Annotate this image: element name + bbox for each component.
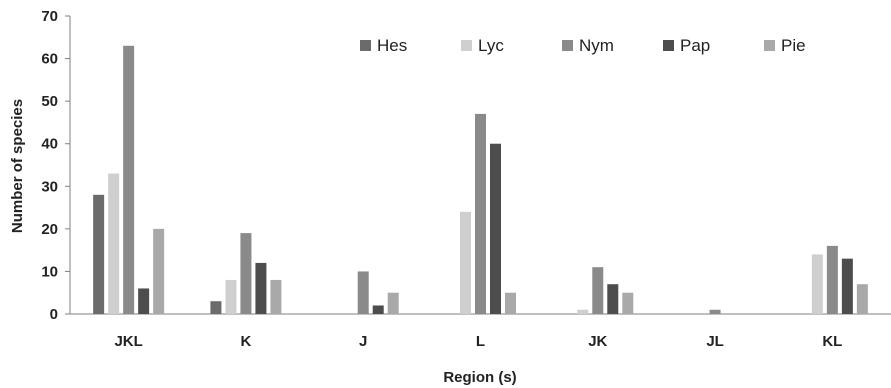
bar-pap-l — [490, 143, 501, 314]
legend-swatch-lyc — [461, 40, 472, 51]
bar-pap-jkl — [138, 288, 150, 314]
legend-label-lyc: Lyc — [478, 36, 504, 55]
bar-pie-j — [387, 292, 399, 314]
bar-nym-kl — [826, 245, 838, 314]
x-tick-label: KL — [822, 333, 842, 350]
y-axis: 0 10 20 30 40 50 60 70 — [41, 8, 71, 323]
y-tick-label: 60 — [41, 51, 58, 68]
x-tick-label: JK — [588, 333, 607, 350]
bar-nym-l — [475, 113, 486, 315]
y-tick-label: 50 — [41, 93, 58, 110]
x-tick-label: J — [359, 333, 367, 350]
bar-lyc-jkl — [108, 173, 120, 314]
bar-nym-jkl — [123, 45, 135, 315]
bar-pie-kl — [856, 284, 868, 314]
bar-pie-jkl — [153, 228, 165, 314]
bar-lyc-jk — [577, 309, 589, 314]
legend-label-hes: Hes — [377, 36, 407, 55]
x-tick-label: JL — [706, 333, 724, 350]
y-tick-label: 40 — [41, 136, 58, 153]
bar-pap-k — [255, 262, 267, 314]
legend-swatch-pap — [663, 40, 674, 51]
x-axis: JKL K J L JK JL KL — [70, 313, 891, 350]
bar-pap-kl — [841, 258, 853, 314]
bar-hes-jkl — [93, 194, 105, 314]
legend-label-pap: Pap — [680, 36, 710, 55]
legend: Hes Lyc Nym Pap Pie — [360, 36, 806, 55]
legend-swatch-pie — [764, 40, 775, 51]
legend-label-pie: Pie — [781, 36, 806, 55]
legend-swatch-nym — [562, 40, 573, 51]
y-axis-title: Number of species — [9, 99, 26, 233]
legend-label-nym: Nym — [579, 36, 614, 55]
x-axis-title: Region (s) — [443, 369, 516, 386]
y-tick-label: 30 — [41, 178, 58, 195]
bar-nym-jk — [592, 267, 604, 314]
bars — [93, 45, 868, 315]
bar-lyc-l — [460, 211, 471, 314]
y-tick-label: 10 — [41, 263, 58, 280]
bar-pap-jk — [607, 284, 619, 314]
y-tick-label: 0 — [50, 306, 58, 323]
bar-hes-k — [210, 301, 222, 314]
x-tick-label: JKL — [114, 333, 142, 350]
x-tick-label: K — [241, 333, 252, 350]
x-tick-label: L — [476, 333, 485, 350]
y-tick-label: 20 — [41, 221, 58, 238]
bar-pie-jk — [622, 292, 634, 314]
bar-pie-k — [270, 279, 282, 314]
y-tick-label: 70 — [41, 8, 58, 25]
bar-lyc-kl — [811, 254, 823, 314]
bar-nym-jl — [709, 309, 721, 314]
bar-pie-l — [505, 292, 516, 314]
bar-lyc-k — [225, 279, 237, 314]
bar-pap-j — [372, 305, 384, 314]
bar-nym-j — [357, 271, 369, 314]
bar-nym-k — [240, 233, 252, 314]
legend-swatch-hes — [360, 40, 371, 51]
